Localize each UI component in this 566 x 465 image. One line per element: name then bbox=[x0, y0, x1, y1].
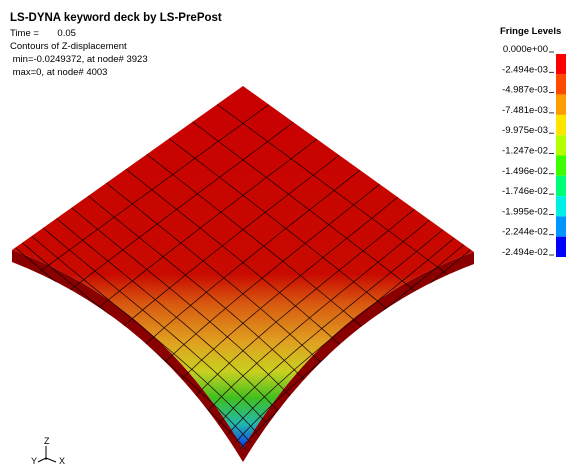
legend-level: -4.987e-03 bbox=[502, 85, 548, 96]
legend-title: Fringe Levels bbox=[500, 26, 561, 37]
axis-label: Y bbox=[31, 456, 37, 465]
legend-level: -1.496e-02 bbox=[502, 166, 548, 177]
legend-swatch bbox=[556, 196, 566, 216]
header-line: max=0, at node# 4003 bbox=[10, 67, 107, 78]
legend-swatch bbox=[556, 115, 566, 135]
title: LS-DYNA keyword deck by LS-PrePost bbox=[10, 12, 222, 24]
legend-level: -2.244e-02 bbox=[502, 227, 548, 238]
legend-swatch bbox=[556, 176, 566, 196]
legend-level: -1.746e-02 bbox=[502, 186, 548, 197]
legend-level: -2.494e-03 bbox=[502, 64, 548, 75]
legend-level: -2.494e-02 bbox=[502, 247, 548, 258]
legend-swatch bbox=[556, 216, 566, 236]
legend-swatch bbox=[556, 54, 566, 74]
legend-level: -1.995e-02 bbox=[502, 206, 548, 217]
legend-level: -1.247e-02 bbox=[502, 146, 548, 157]
legend-swatch bbox=[556, 237, 566, 257]
legend-level: 0.000e+00 bbox=[503, 44, 548, 55]
viewport: LS-DYNA keyword deck by LS-PrePost Time … bbox=[0, 0, 566, 465]
legend-swatch bbox=[556, 135, 566, 155]
plate-surface bbox=[12, 86, 474, 448]
header-line: min=-0.0249372, at node# 3923 bbox=[10, 54, 148, 65]
legend: 0.000e+00 -2.494e-03 -4.987e-03 -7.481e-03 -… bbox=[502, 44, 566, 258]
legend-level: -7.481e-03 bbox=[502, 105, 548, 116]
header-line: Time = 0.05 bbox=[10, 28, 76, 39]
legend-level: -9.975e-03 bbox=[502, 125, 548, 136]
legend-swatch bbox=[556, 95, 566, 115]
page: {"header": {"title": "LS-DYNA keyword de… bbox=[0, 0, 566, 465]
axis-label: Z bbox=[44, 436, 50, 446]
legend-swatch bbox=[556, 156, 566, 176]
axis-label: X bbox=[59, 456, 65, 465]
legend-swatch bbox=[556, 74, 566, 94]
header-line: Contours of Z-displacement bbox=[10, 41, 127, 52]
axis-triad: Y Z X bbox=[31, 436, 65, 465]
